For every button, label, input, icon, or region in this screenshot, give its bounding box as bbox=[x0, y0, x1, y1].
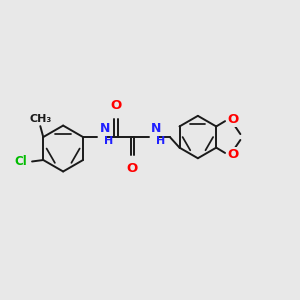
Text: Cl: Cl bbox=[14, 155, 27, 168]
Text: N: N bbox=[151, 122, 161, 135]
Text: O: O bbox=[227, 148, 239, 160]
Text: O: O bbox=[110, 99, 122, 112]
Text: H: H bbox=[104, 136, 113, 146]
Text: O: O bbox=[227, 113, 239, 127]
Text: O: O bbox=[127, 162, 138, 175]
Text: N: N bbox=[100, 122, 110, 135]
Text: H: H bbox=[156, 136, 165, 146]
Text: CH₃: CH₃ bbox=[29, 114, 51, 124]
